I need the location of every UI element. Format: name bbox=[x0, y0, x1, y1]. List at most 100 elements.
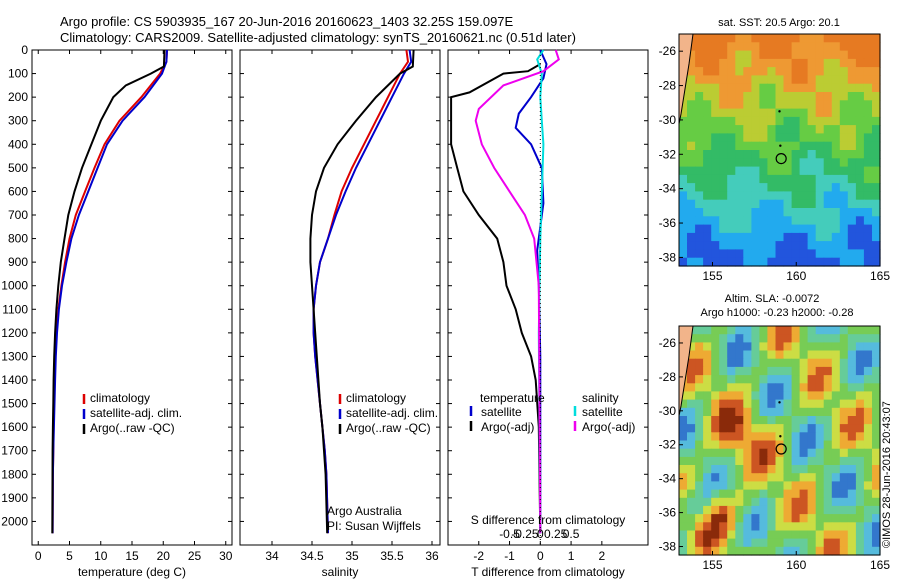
map-cell bbox=[775, 108, 785, 118]
map-cell bbox=[807, 133, 817, 143]
map-cell bbox=[815, 391, 825, 401]
map-cell bbox=[872, 158, 881, 168]
map-cell bbox=[775, 481, 785, 491]
map-cell bbox=[791, 158, 801, 168]
map-cell bbox=[775, 249, 785, 259]
map-cell bbox=[807, 224, 817, 234]
map-cell bbox=[743, 375, 752, 384]
map-cell bbox=[823, 166, 833, 176]
map-cell bbox=[823, 150, 833, 159]
map-cell bbox=[695, 174, 704, 184]
map-cell bbox=[751, 416, 760, 425]
legend-label: climatology bbox=[90, 391, 150, 405]
map-cell bbox=[727, 440, 736, 450]
map-cell bbox=[759, 473, 768, 482]
float-position-marker bbox=[775, 152, 787, 165]
map-cell bbox=[751, 514, 760, 523]
map-cell bbox=[831, 514, 841, 523]
map-cell bbox=[703, 530, 712, 540]
map-cell bbox=[719, 75, 728, 85]
map-cell bbox=[863, 522, 873, 532]
map-cell bbox=[679, 424, 688, 433]
x-tick-label: 35.5 bbox=[380, 549, 404, 563]
map-cell bbox=[695, 208, 704, 217]
map-cell bbox=[839, 42, 849, 52]
map-cell bbox=[807, 350, 817, 360]
map-cell bbox=[847, 125, 857, 134]
y-tick-label: 1600 bbox=[1, 420, 28, 434]
map-cell bbox=[847, 174, 857, 184]
map-cell bbox=[775, 174, 785, 184]
map-cell bbox=[863, 224, 873, 234]
map-cell bbox=[823, 116, 833, 126]
map-cell bbox=[839, 208, 849, 217]
map-cell bbox=[775, 191, 785, 201]
map-cell bbox=[743, 546, 752, 556]
map-cell bbox=[711, 67, 720, 76]
map-cell bbox=[751, 133, 760, 143]
map-cell bbox=[711, 116, 720, 126]
map-cell bbox=[687, 440, 696, 450]
map-y-tick-label: -26 bbox=[659, 44, 677, 58]
map-cell bbox=[759, 440, 768, 450]
map-cell bbox=[855, 125, 865, 134]
map-cell bbox=[727, 183, 736, 192]
map-cell bbox=[695, 183, 704, 192]
map-cell bbox=[719, 125, 728, 134]
map-cell bbox=[815, 116, 825, 126]
map-cell bbox=[791, 522, 801, 532]
map-cell bbox=[703, 75, 712, 85]
map-cell bbox=[719, 257, 728, 267]
map-cell bbox=[743, 208, 752, 217]
map-cell bbox=[831, 334, 841, 343]
map-cell bbox=[735, 116, 744, 126]
map-cell bbox=[735, 67, 744, 76]
map-cell bbox=[703, 183, 712, 192]
map-cell bbox=[872, 375, 881, 384]
map-cell bbox=[687, 538, 696, 548]
map-cell bbox=[831, 350, 841, 360]
map-cell bbox=[679, 391, 688, 401]
map-cell bbox=[831, 448, 841, 458]
map-cell bbox=[759, 83, 768, 93]
map-cell bbox=[703, 50, 712, 60]
map-cell bbox=[735, 75, 744, 85]
map-cell bbox=[815, 257, 825, 267]
map-cell bbox=[863, 92, 873, 101]
map-cell bbox=[823, 448, 833, 458]
map-cell bbox=[735, 216, 744, 226]
map-cell bbox=[695, 334, 704, 343]
map-cell bbox=[703, 424, 712, 433]
map-cell bbox=[687, 407, 696, 417]
map-cell bbox=[872, 208, 881, 217]
map-cell bbox=[727, 375, 736, 384]
map-cell bbox=[823, 232, 833, 242]
map-cell bbox=[687, 473, 696, 482]
map-cell bbox=[751, 448, 760, 458]
map-cell bbox=[735, 158, 744, 168]
map-cell bbox=[751, 358, 760, 368]
map-cell bbox=[735, 489, 744, 499]
map-cell bbox=[855, 530, 865, 540]
map-cell bbox=[775, 150, 785, 159]
map-cell bbox=[847, 497, 857, 507]
map-cell bbox=[791, 58, 801, 68]
map-cell bbox=[791, 497, 801, 507]
map-cell bbox=[703, 92, 712, 101]
map-cell bbox=[679, 208, 688, 217]
map-cell bbox=[711, 391, 720, 401]
map-cell bbox=[815, 199, 825, 209]
map-cell bbox=[783, 257, 793, 267]
map-cell bbox=[775, 125, 785, 134]
map-cell bbox=[759, 375, 768, 384]
map-cell bbox=[839, 505, 849, 515]
map-cell bbox=[839, 67, 849, 76]
map-cell bbox=[743, 108, 752, 118]
map-cell bbox=[727, 481, 736, 491]
map-cell bbox=[823, 58, 833, 68]
map-cell bbox=[855, 522, 865, 532]
y-tick-label: 1100 bbox=[2, 302, 28, 316]
map-y-tick-label: -30 bbox=[659, 113, 677, 127]
map-cell bbox=[759, 257, 768, 267]
map-cell bbox=[775, 42, 785, 52]
